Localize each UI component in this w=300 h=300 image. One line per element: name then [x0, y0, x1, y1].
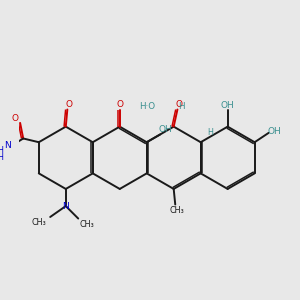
Text: H: H [208, 128, 214, 137]
Text: O: O [12, 114, 19, 123]
Text: OH: OH [267, 127, 281, 136]
Text: O: O [65, 100, 72, 109]
Text: N: N [62, 202, 69, 211]
Text: N: N [4, 141, 11, 150]
Text: CH₃: CH₃ [169, 206, 184, 214]
Text: H: H [0, 153, 3, 162]
Text: O: O [176, 100, 182, 109]
Text: H: H [0, 146, 3, 155]
Text: CH₃: CH₃ [80, 220, 94, 229]
Text: CH₃: CH₃ [32, 218, 46, 227]
Text: H: H [178, 102, 185, 111]
Text: H·O: H·O [139, 102, 155, 111]
Text: OH: OH [221, 100, 235, 109]
Text: OH: OH [158, 125, 172, 134]
Text: O: O [116, 100, 123, 109]
